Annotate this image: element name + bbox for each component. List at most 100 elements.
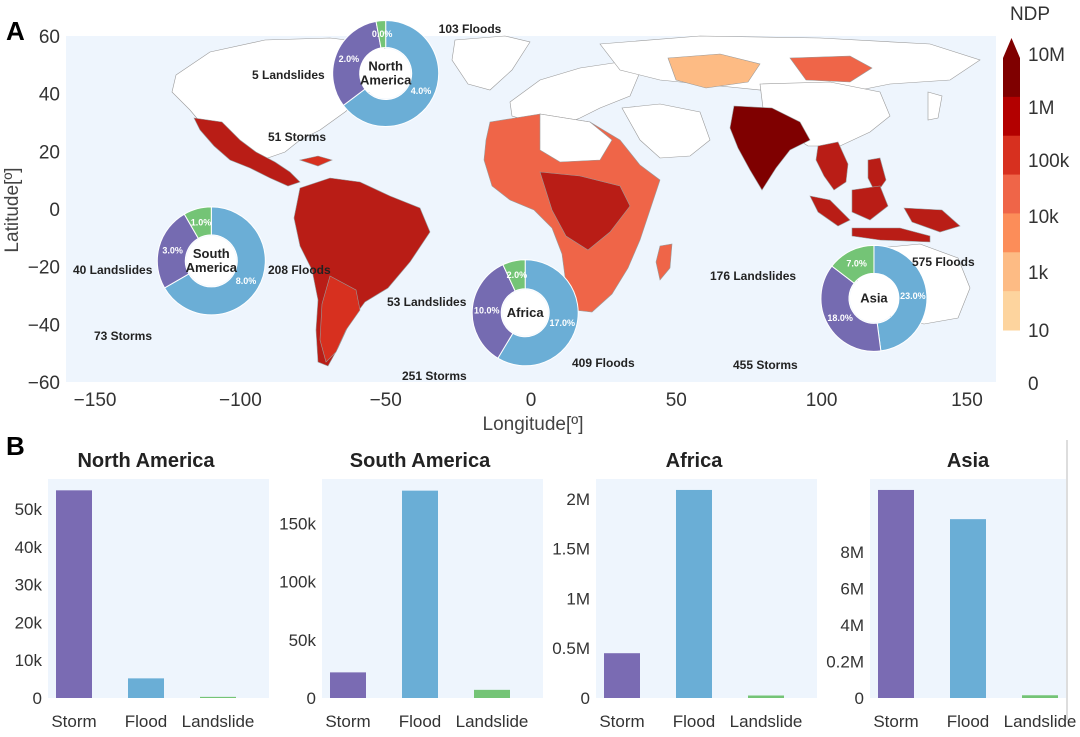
bar-y-tick: 1M xyxy=(566,589,590,608)
bar-y-tick: 0 xyxy=(307,689,316,708)
landmass-philippines xyxy=(867,157,887,195)
bar-x-tick: Landslide xyxy=(730,712,803,731)
bar-y-tick: 50k xyxy=(289,631,317,650)
map-y-tick: 40 xyxy=(39,85,60,106)
donut-region-label: Africa xyxy=(507,305,545,320)
bar-x-tick: Flood xyxy=(673,712,716,731)
landmass-southeast-asia xyxy=(815,141,849,191)
donut-count-label-floods: 208 Floods xyxy=(268,263,331,277)
landmass-greenland xyxy=(451,35,531,91)
donut-slice-landslides xyxy=(183,206,212,240)
landmass-borneo xyxy=(851,185,889,221)
donut-percent-label: 18.0% xyxy=(827,313,853,323)
bar-y-tick: 4M xyxy=(840,616,864,635)
bar-storm xyxy=(330,672,366,698)
landmass-mexico xyxy=(193,117,301,187)
donut-count-label-storms: 73 Storms xyxy=(94,329,152,343)
bar-x-tick: Landslide xyxy=(456,712,529,731)
bar-y-tick: 0 xyxy=(581,689,590,708)
donut-percent-label: 1.0% xyxy=(191,217,212,227)
bar-y-tick: 30k xyxy=(15,576,43,595)
colorbar-segment xyxy=(1003,174,1020,214)
bar-y-tick: 2M xyxy=(566,490,590,509)
donut-count-label-landslides: 40 Landslides xyxy=(73,263,153,277)
panel-label-a: A xyxy=(6,16,25,46)
colorbar-label: 100k xyxy=(1028,151,1070,172)
donut-hole xyxy=(502,289,549,336)
donut-percent-label: 4.0% xyxy=(411,86,432,96)
colorbar-label: 0 xyxy=(1028,374,1039,395)
donut-region-label: America xyxy=(360,72,412,87)
bar-panel-title: South America xyxy=(350,450,491,472)
donut-percent-label: 17.0% xyxy=(550,318,576,328)
landmass-madagascar xyxy=(655,243,673,281)
donut-percent-label: 2.0% xyxy=(507,270,528,280)
donut-count-label-floods: 103 Floods xyxy=(439,22,502,36)
bar-y-tick: 8M xyxy=(840,543,864,562)
colorbar-segment xyxy=(1003,96,1020,137)
bar-flood xyxy=(128,678,164,698)
bar-x-tick: Flood xyxy=(399,712,442,731)
bar-y-tick: 1.5M xyxy=(552,540,590,559)
bar-storm xyxy=(56,490,92,698)
bar-y-tick: 0.2M xyxy=(826,653,864,672)
colorbar-segment xyxy=(1003,291,1020,331)
landmass-java xyxy=(851,227,931,243)
donut-region-label: America xyxy=(186,260,238,275)
colorbar-label: 10 xyxy=(1028,321,1049,342)
map-x-tick: −50 xyxy=(370,390,402,411)
donut-count-label-storms: 455 Storms xyxy=(733,358,798,372)
bar-landslide xyxy=(474,689,510,698)
donut-count-label-landslides: 5 Landslides xyxy=(252,68,325,82)
bar-y-tick: 0.5M xyxy=(552,639,590,658)
donut-count-label-floods: 575 Floods xyxy=(912,255,975,269)
donut-percent-label: 10.0% xyxy=(474,306,500,316)
donut-slice-storms xyxy=(820,265,882,352)
colorbar-label: 10M xyxy=(1028,45,1065,66)
bar-x-tick: Storm xyxy=(873,712,918,731)
bar-panel-title: Africa xyxy=(666,450,724,472)
map-x-tick: 0 xyxy=(526,390,537,411)
colorbar-segment xyxy=(1003,58,1020,98)
colorbar-segment xyxy=(1003,213,1020,253)
colorbar-label: 10k xyxy=(1028,207,1059,228)
donut-hole xyxy=(360,48,411,99)
donut-percent-label: 23.0% xyxy=(900,291,926,301)
bar-panel-title: Asia xyxy=(947,450,990,472)
donut-hole xyxy=(849,274,898,323)
colorbar-extend-arrow xyxy=(1003,38,1020,58)
map-y-tick: 60 xyxy=(39,27,60,48)
colorbar-label: 1M xyxy=(1028,98,1054,119)
map-x-label: Longitude[º] xyxy=(483,414,584,435)
donut-slice-floods xyxy=(873,244,928,352)
bar-y-tick: 50k xyxy=(15,500,43,519)
bar-y-tick: 0 xyxy=(855,689,864,708)
bar-x-tick: Storm xyxy=(325,712,370,731)
donut-slice-landslides xyxy=(831,244,875,284)
map-y-tick: −20 xyxy=(28,258,60,279)
bar-panel-title: North America xyxy=(77,450,215,472)
landmass-argentina xyxy=(319,275,361,363)
map-y-tick: 20 xyxy=(39,142,60,163)
bar-flood xyxy=(950,519,986,698)
donut-percent-label: 2.0% xyxy=(339,54,360,64)
donut-percent-label: 8.0% xyxy=(236,276,257,286)
donut-region-label: Asia xyxy=(860,290,888,305)
landmass-north-africa xyxy=(539,113,613,163)
bar-y-tick: 40k xyxy=(15,538,43,557)
landmass-caribbean xyxy=(298,155,333,167)
bar-y-tick: 150k xyxy=(279,514,316,533)
bar-storm xyxy=(878,489,914,698)
donut-count-label-storms: 51 Storms xyxy=(268,130,326,144)
bar-flood xyxy=(676,489,712,698)
bar-x-tick: Storm xyxy=(51,712,96,731)
colorbar-label: 1k xyxy=(1028,263,1049,284)
landmass-central-africa xyxy=(539,171,631,251)
bar-x-tick: Flood xyxy=(125,712,168,731)
landmass-mongolia xyxy=(789,55,873,83)
donut-slice-storms xyxy=(471,264,516,359)
colorbar-segment xyxy=(1003,135,1020,176)
donut-region-label: South xyxy=(193,246,230,261)
